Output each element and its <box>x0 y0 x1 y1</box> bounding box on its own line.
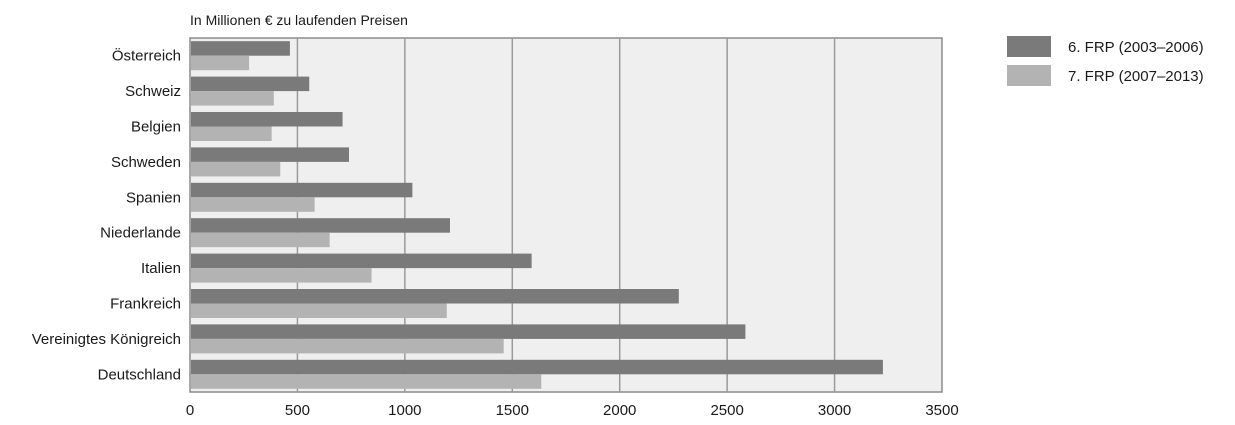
x-tick-label: 2000 <box>603 402 636 419</box>
bar-frp6-2 <box>191 112 343 127</box>
bar-frp7-7 <box>191 303 447 318</box>
bar-frp7-5 <box>191 232 330 248</box>
category-label: Schweiz <box>125 83 181 100</box>
bar-frp7-3 <box>191 161 281 177</box>
bar-frp7-1 <box>191 91 274 106</box>
legend-label: 7. FRP (2007–2013) <box>1068 68 1204 85</box>
x-axis-ticks: 0 500 1000 1500 2000 2500 3000 3500 <box>186 402 959 419</box>
bar-frp6-8 <box>191 324 746 339</box>
bar-frp7-4 <box>191 197 315 212</box>
bar-frp6-5 <box>191 218 450 233</box>
bar-frp6-7 <box>191 289 679 304</box>
category-label: Belgien <box>131 119 181 136</box>
chart-subtitle: In Millionen € zu laufenden Preisen <box>190 12 408 28</box>
bar-frp6-4 <box>191 182 413 198</box>
category-label: Frankreich <box>110 296 181 313</box>
bar-frp7-2 <box>191 126 272 141</box>
x-tick-label: 2500 <box>710 402 743 419</box>
x-tick-label: 3500 <box>925 402 958 419</box>
category-labels: Österreich Schweiz Belgien Schweden Spanien N… <box>32 47 181 384</box>
category-label: Spanien <box>126 189 181 206</box>
x-tick-label: 1000 <box>388 402 421 419</box>
bar-frp6-1 <box>191 76 310 92</box>
bar-frp7-0 <box>191 55 250 71</box>
category-label: Italien <box>141 260 181 277</box>
bar-frp7-9 <box>191 374 542 389</box>
bar-frp6-6 <box>191 253 532 269</box>
bar-frp6-0 <box>191 41 290 56</box>
x-tick-label: 0 <box>186 402 194 419</box>
bar-frp7-6 <box>191 268 372 283</box>
bar-frp6-3 <box>191 147 349 162</box>
bar-frp7-8 <box>191 338 504 354</box>
x-tick-label: 500 <box>285 402 310 419</box>
category-label: Österreich <box>112 47 181 65</box>
category-label: Vereinigtes Königreich <box>32 331 181 348</box>
category-label: Niederlande <box>100 225 181 242</box>
legend: 6. FRP (2003–2006) 7. FRP (2007–2013) <box>1007 36 1204 86</box>
x-tick-label: 3000 <box>818 402 851 419</box>
bar-frp6-9 <box>191 359 883 375</box>
legend-swatch <box>1007 65 1051 86</box>
category-label: Schweden <box>111 154 181 171</box>
legend-label: 6. FRP (2003–2006) <box>1068 39 1204 56</box>
x-tick-label: 1500 <box>496 402 529 419</box>
legend-swatch <box>1007 36 1051 57</box>
category-label: Deutschland <box>98 366 181 383</box>
bars <box>191 41 883 389</box>
